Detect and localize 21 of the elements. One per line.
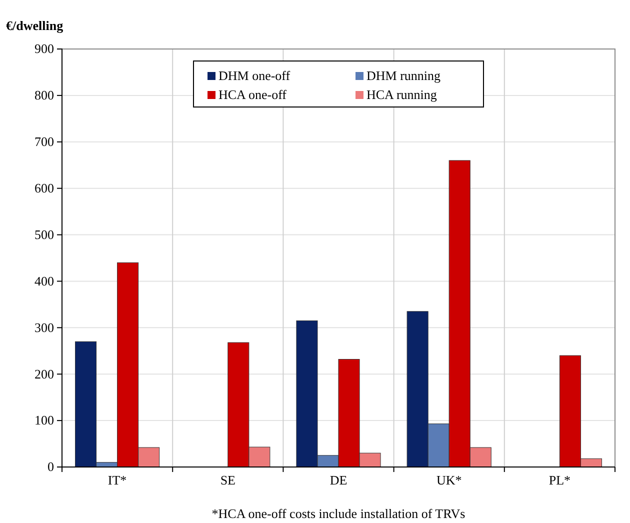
- y-tick-label: 700: [34, 134, 54, 150]
- y-tick-label: 100: [34, 412, 54, 428]
- x-tick-label: UK*: [436, 472, 462, 488]
- x-tick-label: DE: [330, 472, 348, 488]
- y-tick-label: 400: [34, 273, 54, 288]
- legend-label: HCA running: [366, 87, 438, 102]
- y-tick-label: 200: [34, 366, 54, 382]
- y-tick-label: 900: [34, 41, 54, 56]
- x-tick-label: IT*: [108, 472, 127, 488]
- y-tick-label: 500: [34, 226, 54, 242]
- y-axis-title: €/dwelling: [6, 18, 64, 33]
- text: *HCA one-off costs include installation of TRVs: [212, 506, 466, 521]
- y-tick-label: 300: [34, 320, 54, 335]
- y-tick-label: 0: [48, 459, 54, 474]
- y-tick-label: 600: [34, 180, 54, 196]
- legend-label: DHM one-off: [218, 68, 291, 83]
- y-tick-label: 800: [34, 88, 54, 103]
- legend-label: DHM running: [366, 68, 442, 83]
- x-tick-label: PL*: [548, 472, 571, 488]
- legend-label: HCA one-off: [218, 87, 288, 102]
- x-tick-label: SE: [220, 472, 236, 488]
